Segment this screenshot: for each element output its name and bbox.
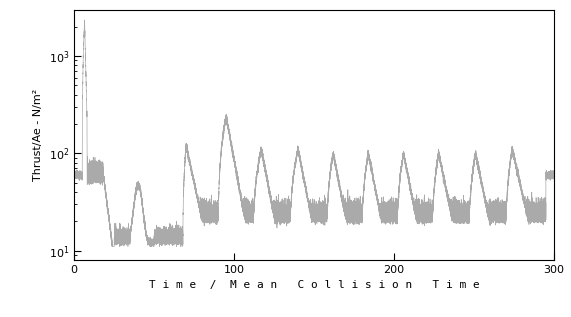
Y-axis label: Thrust/Ae - N/m²: Thrust/Ae - N/m² [33,88,43,181]
X-axis label: T i m e  /  M e a n   C o l l i s i o n   T i m e: T i m e / M e a n C o l l i s i o n T i … [148,280,480,290]
